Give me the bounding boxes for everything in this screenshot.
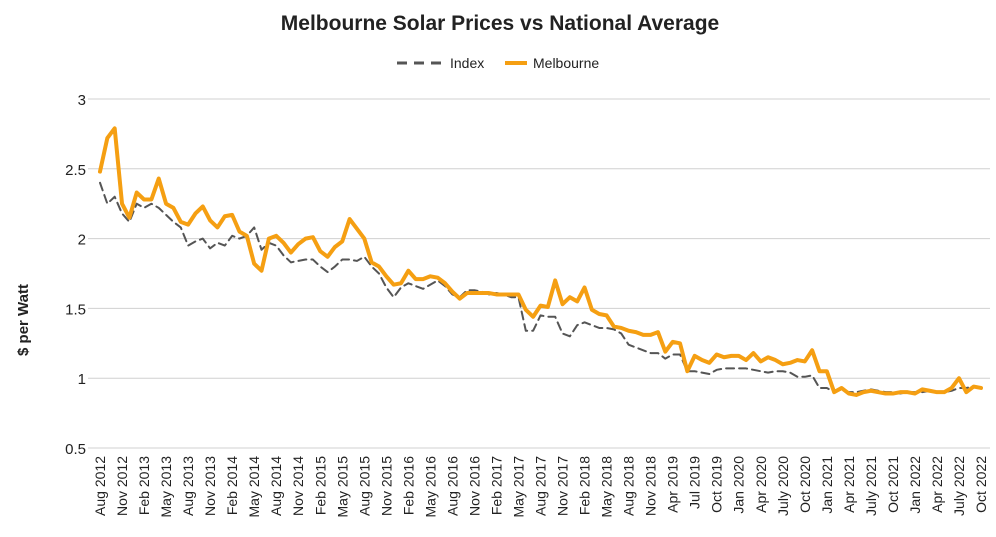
- legend-label: Index: [450, 55, 484, 71]
- y-tick-label: 1: [78, 371, 86, 388]
- y-axis-title: $ per Watt: [15, 284, 32, 356]
- y-tick-label: 0.5: [65, 441, 86, 458]
- legend-label: Melbourne: [533, 55, 599, 71]
- x-tick-label: Feb 2014: [224, 456, 240, 515]
- x-tick-label: Oct 2021: [885, 456, 901, 513]
- x-tick-label: May 2015: [334, 456, 350, 518]
- x-tick-label: Aug 2015: [356, 456, 372, 516]
- x-tick-label: Jul 2019: [687, 456, 703, 509]
- x-tick-label: Feb 2017: [488, 456, 504, 515]
- x-tick-label: May 2018: [599, 456, 615, 518]
- x-tick-label: Aug 2013: [180, 456, 196, 516]
- x-tick-label: Feb 2016: [400, 456, 416, 515]
- x-tick-label: May 2014: [246, 456, 262, 518]
- x-tick-label: Apr 2022: [929, 456, 945, 513]
- y-tick-label: 1.5: [65, 301, 86, 318]
- chart-title: Melbourne Solar Prices vs National Avera…: [281, 12, 719, 35]
- x-tick-label: Nov 2018: [643, 456, 659, 516]
- x-tick-label: Nov 2016: [466, 456, 482, 516]
- x-tick-label: Aug 2017: [533, 456, 549, 516]
- x-tick-label: July 2020: [775, 456, 791, 516]
- x-tick-label: Aug 2012: [92, 456, 108, 516]
- x-tick-label: Oct 2020: [797, 456, 813, 513]
- y-tick-label: 2.5: [65, 162, 86, 179]
- x-tick-label: Nov 2014: [290, 456, 306, 516]
- x-tick-label: Aug 2014: [268, 456, 284, 516]
- x-tick-label: Nov 2015: [378, 456, 394, 516]
- x-tick-label: May 2013: [158, 456, 174, 518]
- x-tick-label: Apr 2020: [753, 456, 769, 513]
- x-tick-label: Apr 2021: [841, 456, 857, 513]
- x-tick-label: Nov 2013: [202, 456, 218, 516]
- y-tick-label: 3: [78, 92, 86, 109]
- x-tick-label: July 2021: [863, 456, 879, 516]
- x-tick-label: Aug 2018: [621, 456, 637, 516]
- x-tick-label: Nov 2017: [555, 456, 571, 516]
- x-tick-label: Feb 2015: [312, 456, 328, 515]
- plot-area: [98, 126, 983, 397]
- x-tick-label: May 2017: [510, 456, 526, 518]
- x-tick-label: Oct 2019: [709, 456, 725, 513]
- x-tick-label: Jan 2021: [819, 456, 835, 514]
- x-tick-label: Apr 2019: [665, 456, 681, 513]
- x-tick-label: July 2022: [951, 456, 967, 516]
- x-tick-label: Feb 2018: [577, 456, 593, 515]
- x-tick-label: Jan 2020: [731, 456, 747, 514]
- x-tick-label: Nov 2012: [114, 456, 130, 516]
- legend: Index Melbourne: [397, 55, 599, 71]
- series-line: [98, 126, 983, 397]
- x-tick-label: Feb 2013: [136, 456, 152, 515]
- y-tick-label: 2: [78, 232, 86, 249]
- grid: 0.5 1 1.5 2 2.5 3 Aug 2012 Nov 2012 Feb 2013 May …: [65, 92, 990, 517]
- x-tick-label: Aug 2016: [444, 456, 460, 516]
- x-tick-label: Jan 2022: [907, 456, 923, 514]
- x-tick-label: Oct 2022: [973, 456, 989, 513]
- x-tick-label: May 2016: [422, 456, 438, 518]
